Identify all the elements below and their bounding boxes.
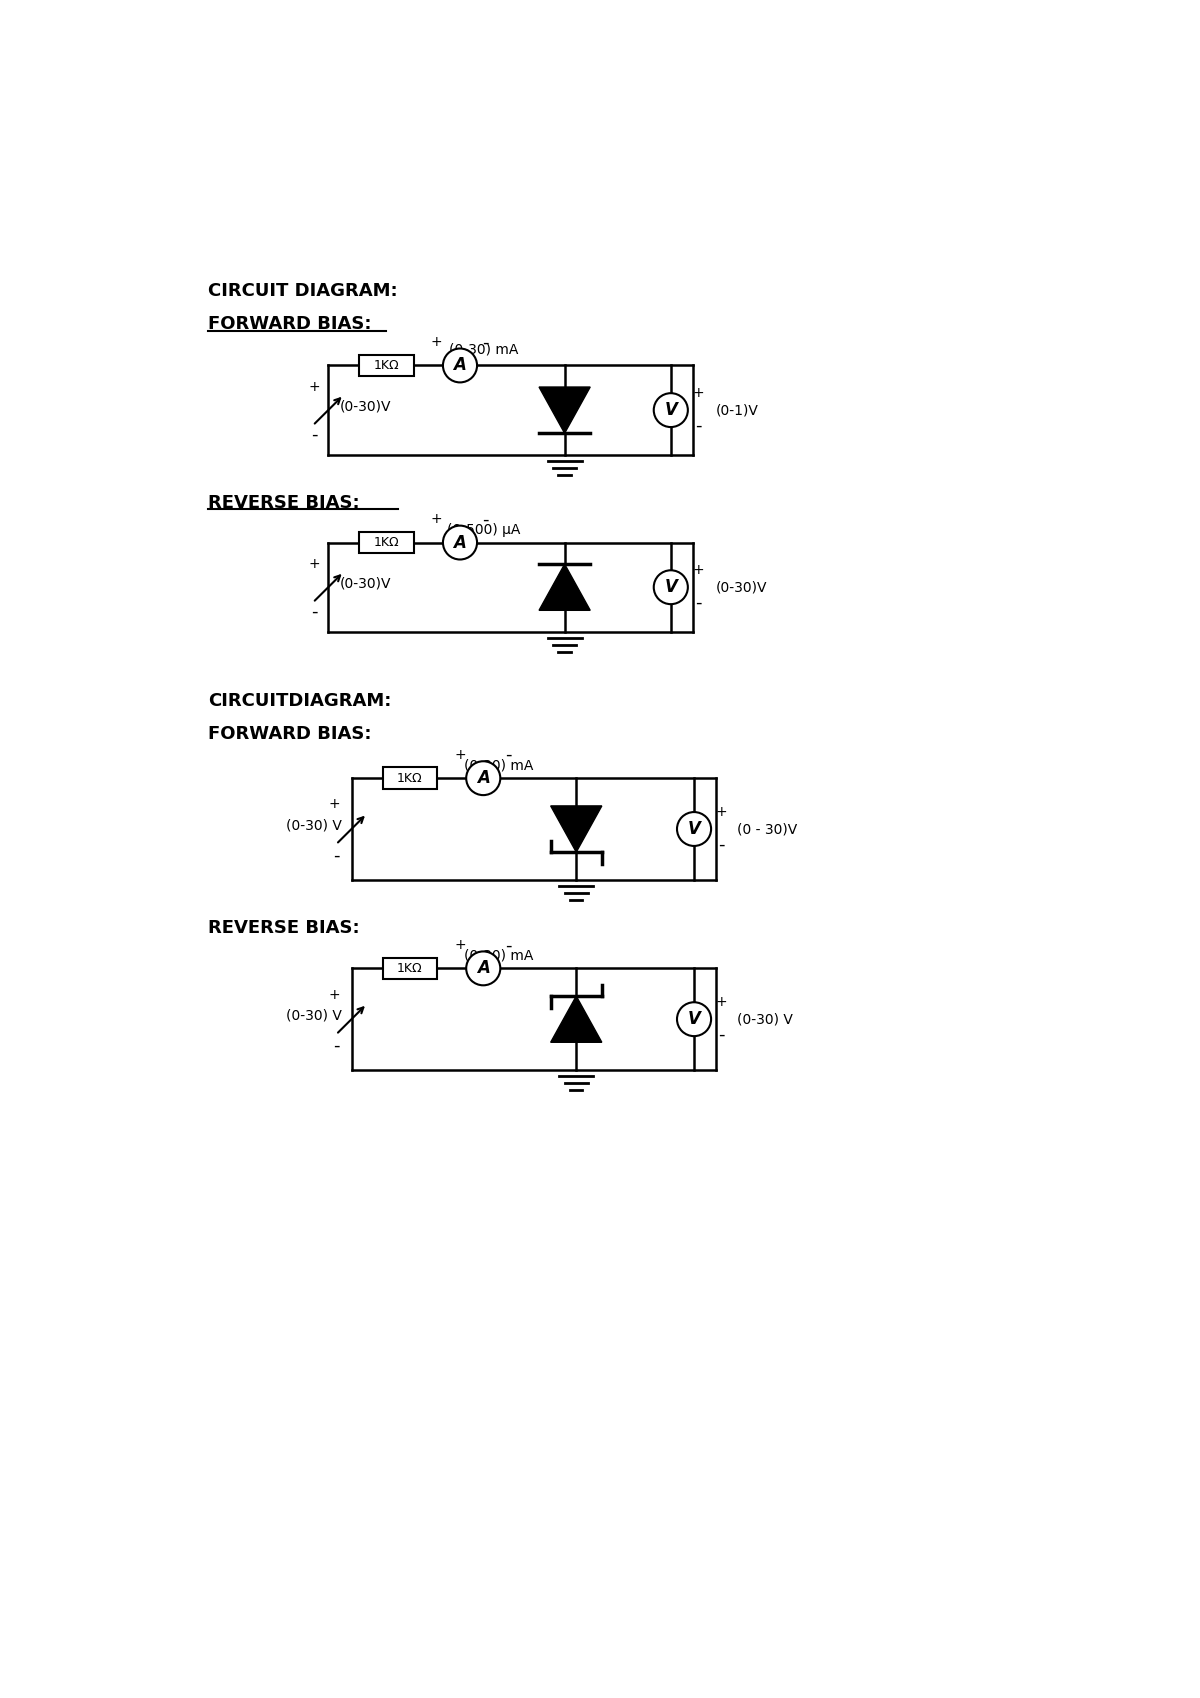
Text: +: +	[692, 564, 703, 577]
Text: (0-30) mA: (0-30) mA	[464, 757, 534, 773]
Text: V: V	[665, 401, 677, 419]
Text: (0-30)V: (0-30)V	[715, 581, 767, 594]
Text: +: +	[308, 557, 320, 571]
Text: (0-30) mA: (0-30) mA	[464, 949, 534, 963]
Text: CIRCUITDIAGRAM:: CIRCUITDIAGRAM:	[208, 693, 391, 710]
Text: V: V	[688, 1010, 701, 1029]
Text: +: +	[454, 749, 466, 762]
Text: V: V	[688, 820, 701, 839]
Text: 1KΩ: 1KΩ	[397, 771, 422, 784]
Text: +: +	[329, 798, 341, 812]
Text: CIRCUIT DIAGRAM:: CIRCUIT DIAGRAM:	[208, 282, 397, 301]
Text: (0-30) V: (0-30) V	[286, 1009, 342, 1022]
Text: -: -	[505, 745, 512, 764]
Text: REVERSE BIAS:: REVERSE BIAS:	[208, 919, 360, 937]
Text: -: -	[482, 333, 488, 351]
Circle shape	[466, 951, 500, 985]
Text: -: -	[332, 847, 340, 864]
Text: (0 - 30)V: (0 - 30)V	[737, 822, 797, 835]
Circle shape	[443, 348, 478, 382]
Text: +: +	[431, 513, 443, 526]
Text: (0-30)V: (0-30)V	[340, 399, 391, 413]
Text: FORWARD BIAS:: FORWARD BIAS:	[208, 314, 372, 333]
Circle shape	[443, 526, 478, 560]
Text: FORWARD BIAS:: FORWARD BIAS:	[208, 725, 372, 742]
Polygon shape	[551, 807, 602, 852]
Text: -: -	[332, 1037, 340, 1054]
Text: V: V	[665, 579, 677, 596]
Text: 1KΩ: 1KΩ	[397, 961, 422, 975]
Text: A: A	[476, 959, 490, 978]
Text: +: +	[308, 380, 320, 394]
Text: +: +	[715, 805, 727, 818]
Text: +: +	[329, 988, 341, 1002]
Bar	[359, 531, 414, 554]
Text: (0-1)V: (0-1)V	[715, 402, 758, 418]
Circle shape	[677, 1002, 712, 1036]
Text: A: A	[454, 533, 467, 552]
Text: 1KΩ: 1KΩ	[373, 537, 400, 548]
Bar	[383, 767, 437, 790]
Text: A: A	[454, 357, 467, 375]
Text: -: -	[311, 603, 318, 621]
Text: -: -	[718, 835, 725, 854]
Circle shape	[654, 571, 688, 604]
Text: -: -	[695, 594, 701, 611]
Text: +: +	[715, 995, 727, 1009]
Bar	[359, 355, 414, 377]
Circle shape	[654, 394, 688, 428]
Polygon shape	[539, 387, 590, 433]
Text: -: -	[695, 416, 701, 435]
Text: -: -	[718, 1026, 725, 1044]
Text: (0-30) V: (0-30) V	[737, 1012, 792, 1026]
Text: (0-500) μA: (0-500) μA	[446, 523, 520, 537]
Text: (0-30) V: (0-30) V	[286, 818, 342, 832]
Bar	[383, 958, 437, 980]
Text: -: -	[505, 936, 512, 954]
Text: A: A	[476, 769, 490, 788]
Text: -: -	[482, 511, 488, 528]
Polygon shape	[539, 564, 590, 610]
Text: (0-30)V: (0-30)V	[340, 576, 391, 591]
Text: -: -	[311, 426, 318, 443]
Text: +: +	[454, 939, 466, 953]
Text: REVERSE BIAS:: REVERSE BIAS:	[208, 494, 360, 511]
Text: 1KΩ: 1KΩ	[373, 358, 400, 372]
Text: (0-30) mA: (0-30) mA	[449, 343, 518, 357]
Text: +: +	[692, 385, 703, 401]
Text: +: +	[431, 336, 443, 350]
Circle shape	[677, 812, 712, 846]
Circle shape	[466, 761, 500, 795]
Polygon shape	[551, 997, 602, 1043]
